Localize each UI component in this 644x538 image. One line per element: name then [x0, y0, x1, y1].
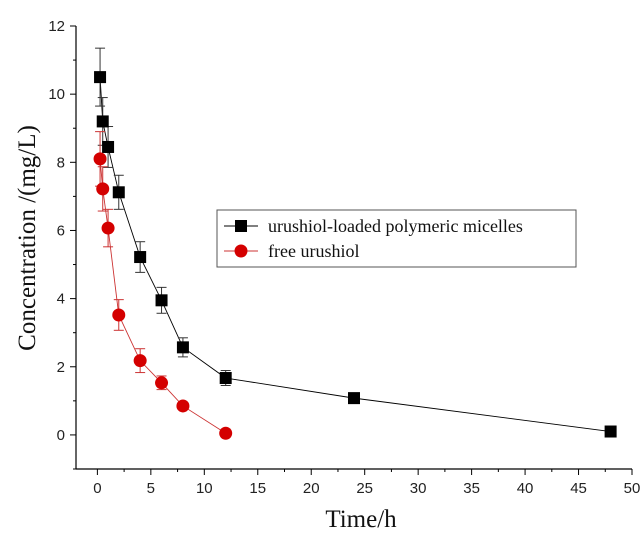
data-point	[133, 354, 147, 368]
data-point	[155, 294, 168, 307]
data-point	[112, 308, 126, 322]
y-tick-label: 12	[48, 18, 65, 35]
series-1	[93, 131, 233, 440]
legend-square-marker	[235, 220, 247, 232]
x-tick-label: 50	[624, 480, 641, 497]
x-tick-label: 20	[303, 480, 320, 497]
y-tick-label: 2	[57, 359, 65, 376]
legend-item-micelles: urushiol-loaded polymeric micelles	[224, 216, 523, 236]
x-tick-label: 5	[147, 480, 155, 497]
y-tick-label: 8	[57, 154, 65, 171]
legend-item-free: free urushiol	[224, 241, 359, 261]
x-tick-label: 30	[410, 480, 427, 497]
x-tick-label: 45	[570, 480, 587, 497]
x-tick-label: 15	[249, 480, 266, 497]
data-point	[219, 426, 233, 440]
data-point	[102, 140, 115, 153]
data-point	[219, 372, 232, 385]
series-0	[94, 47, 617, 438]
legend: urushiol-loaded polymeric micelles free …	[216, 209, 577, 268]
legend-box	[216, 209, 577, 268]
y-axis-title: Concentration /(mg/L)	[14, 125, 41, 351]
data-point	[112, 186, 125, 199]
data-point	[94, 71, 107, 84]
data-point	[176, 399, 190, 413]
x-tick-label: 0	[93, 480, 101, 497]
y-tick-label: 4	[57, 291, 65, 308]
data-point	[96, 182, 110, 196]
data-point	[96, 115, 109, 128]
x-tick-label: 35	[463, 480, 480, 497]
legend-circle-marker	[234, 244, 248, 258]
legend-label-micelles: urushiol-loaded polymeric micelles	[268, 216, 523, 236]
data-point	[604, 425, 617, 438]
y-tick-label: 6	[57, 222, 65, 239]
data-point	[93, 152, 107, 166]
x-axis-title: Time/h	[325, 506, 397, 533]
y-tick-label: 0	[57, 427, 65, 444]
series-line	[99, 77, 611, 432]
data-point	[348, 392, 360, 405]
x-tick-label: 10	[196, 480, 213, 497]
legend-label-free: free urushiol	[268, 241, 359, 261]
data-point	[176, 341, 189, 354]
plot-area	[93, 47, 617, 440]
axes: 0 5 10 15 20 25 30 35 40 45 50 0 2 4 6 8 10 12	[48, 18, 640, 497]
x-tick-label: 25	[356, 480, 373, 497]
data-point	[134, 251, 147, 264]
x-tick-label: 40	[517, 480, 534, 497]
y-tick-label: 10	[48, 86, 65, 103]
data-point	[101, 221, 115, 235]
data-point	[155, 376, 169, 390]
